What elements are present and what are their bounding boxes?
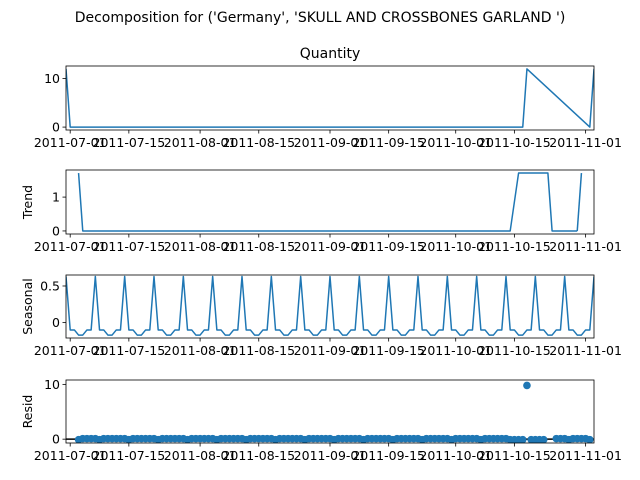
x-tick-label: 2011-11-01 (549, 135, 622, 150)
x-tick-label: 2011-10-15 (478, 239, 551, 254)
trend-series-line-1 (576, 172, 583, 232)
observed-panel-title: Quantity (300, 46, 361, 62)
x-tick-label: 2011-10-01 (419, 343, 492, 358)
x-tick-label: 2011-09-01 (294, 135, 367, 150)
x-tick-label: 2011-08-01 (164, 343, 237, 358)
y-tick-label: 1 (52, 190, 60, 205)
resid-ylabel: Resid (20, 395, 35, 429)
x-tick-label: 2011-07-01 (34, 135, 107, 150)
x-tick-label: 2011-10-01 (419, 448, 492, 463)
x-tick-label: 2011-07-15 (93, 135, 166, 150)
x-tick-label: 2011-07-15 (93, 343, 166, 358)
x-tick-label: 2011-07-15 (93, 448, 166, 463)
y-tick-label: 0 (52, 432, 60, 447)
x-tick-label: 2011-10-01 (419, 135, 492, 150)
x-tick-label: 2011-09-15 (352, 343, 425, 358)
x-tick-label: 2011-07-15 (93, 239, 166, 254)
x-tick-label: 2011-09-15 (352, 448, 425, 463)
x-tick-label: 2011-08-01 (164, 135, 237, 150)
x-tick-label: 2011-08-01 (164, 448, 237, 463)
panel-seasonal: 00.52011-07-012011-07-152011-08-012011-0… (20, 274, 622, 358)
x-tick-label: 2011-07-01 (34, 239, 107, 254)
x-tick-label: 2011-11-01 (549, 448, 622, 463)
x-tick-label: 2011-11-01 (549, 343, 622, 358)
y-tick-label: 10 (44, 377, 60, 392)
trend-ylabel: Trend (20, 185, 35, 220)
y-tick-label: 0.5 (40, 278, 60, 293)
x-tick-label: 2011-09-01 (294, 448, 367, 463)
panel-resid: 0 10 2011-07-012011-07-152011-08-012011-08… (20, 377, 622, 463)
panel-trend: 0 1 2011-07-012011-07-152011-08-012011-08-… (20, 169, 622, 254)
resid-point (586, 435, 594, 443)
x-tick-label: 2011-10-01 (419, 239, 492, 254)
panels-group: 0102011-07-012011-07-152011-08-012011-08… (20, 46, 622, 463)
seasonal-ylabel: Seasonal (20, 278, 35, 335)
y-tick-label: 0 (52, 223, 60, 238)
x-tick-label: 2011-11-01 (549, 239, 622, 254)
x-tick-label: 2011-10-15 (478, 448, 551, 463)
x-tick-label: 2011-09-01 (294, 343, 367, 358)
x-tick-label: 2011-08-15 (222, 448, 295, 463)
resid-point (539, 435, 548, 443)
panel-observed: 0 10 2011-07-012011-07-152011-08-012011-08… (34, 46, 622, 150)
x-tick-label: 2011-10-15 (478, 135, 551, 150)
observed-series-line (66, 68, 594, 128)
figure-suptitle: Decomposition for ('Germany', 'SKULL AND… (75, 10, 566, 26)
resid-point (523, 381, 531, 390)
x-tick-label: 2011-10-15 (478, 343, 551, 358)
x-tick-label: 2011-07-01 (34, 343, 107, 358)
x-tick-label: 2011-09-15 (352, 135, 425, 150)
x-tick-label: 2011-07-01 (34, 448, 107, 463)
x-tick-label: 2011-08-15 (222, 343, 295, 358)
resid-data (66, 381, 594, 443)
y-tick-label: 10 (44, 71, 60, 86)
y-tick-label: 0 (52, 120, 60, 135)
trend-series-line-0 (77, 172, 578, 232)
seasonal-data (66, 275, 594, 336)
seasonal-series-line (66, 275, 594, 336)
x-tick-label: 2011-08-15 (222, 135, 295, 150)
x-tick-label: 2011-08-15 (222, 239, 295, 254)
observed-data (66, 68, 594, 128)
trend-data (77, 172, 583, 232)
x-tick-label: 2011-08-01 (164, 239, 237, 254)
y-tick-label: 0 (52, 315, 60, 330)
x-tick-label: 2011-09-01 (294, 239, 367, 254)
resid-point (518, 435, 527, 443)
x-tick-label: 2011-09-15 (352, 239, 425, 254)
